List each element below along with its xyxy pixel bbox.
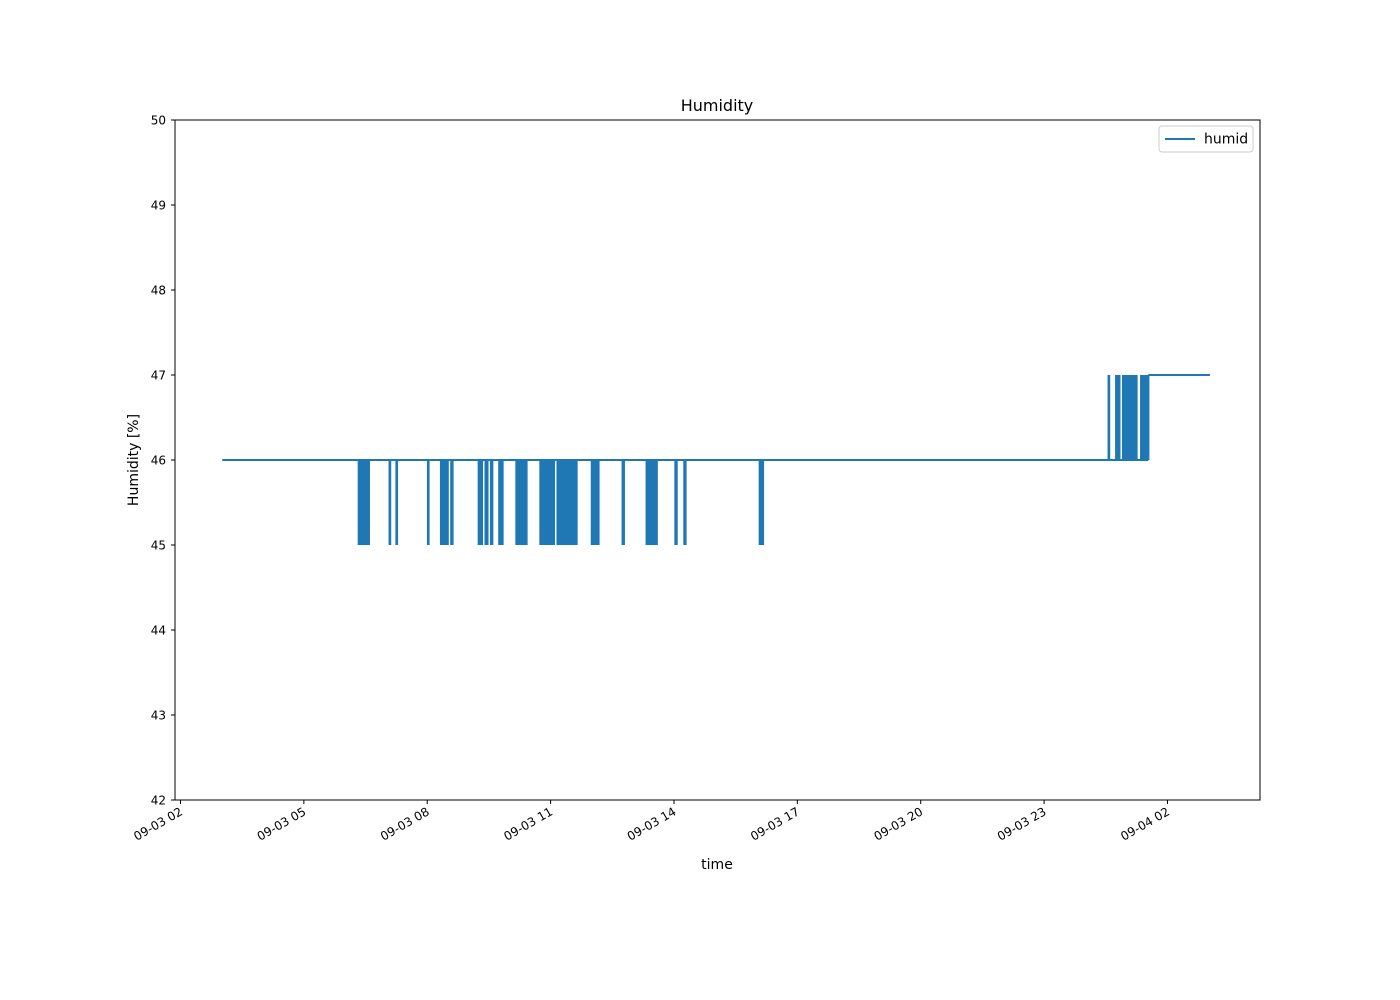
y-tick-label: 47	[151, 369, 166, 383]
series-dip	[439, 460, 449, 545]
series-rise	[1140, 375, 1150, 460]
y-tick-label: 49	[151, 199, 166, 213]
y-axis: 42 43 44 45 46 47 48 49 50	[151, 114, 175, 808]
series-dip	[556, 460, 578, 545]
series-dip	[498, 460, 504, 545]
series-dip	[674, 460, 678, 545]
series-dip	[621, 460, 625, 545]
series-dip	[477, 460, 484, 545]
series-dip	[683, 460, 687, 545]
y-axis-label: Humidity [%]	[126, 414, 142, 506]
series-dip	[450, 460, 454, 545]
series-dip	[590, 460, 600, 545]
chart-title: Humidity	[681, 96, 754, 115]
legend-label: humid	[1204, 132, 1248, 148]
series-rise	[1115, 375, 1121, 460]
series-dip	[645, 460, 658, 545]
series-rise	[1107, 375, 1111, 460]
series-dip	[758, 460, 765, 545]
y-tick-label: 43	[151, 709, 166, 723]
y-tick-label: 50	[151, 114, 166, 128]
series-dip	[388, 460, 392, 545]
series-dip	[426, 460, 430, 545]
series-layer	[222, 374, 1210, 545]
series-dip	[395, 460, 399, 545]
series-dip	[515, 460, 528, 545]
legend: humid	[1158, 125, 1254, 153]
legend-box	[1158, 125, 1254, 153]
y-tick-label: 48	[151, 284, 166, 298]
x-axis-label: time	[701, 857, 733, 873]
series-dip	[539, 460, 556, 545]
y-tick-label: 44	[151, 624, 166, 638]
series-dip	[357, 460, 370, 545]
series-dip	[489, 460, 494, 545]
y-tick-label: 42	[151, 794, 166, 808]
y-tick-label: 45	[151, 539, 166, 553]
series-rise	[1121, 375, 1138, 460]
series-dip	[484, 460, 489, 545]
y-tick-label: 46	[151, 454, 166, 468]
